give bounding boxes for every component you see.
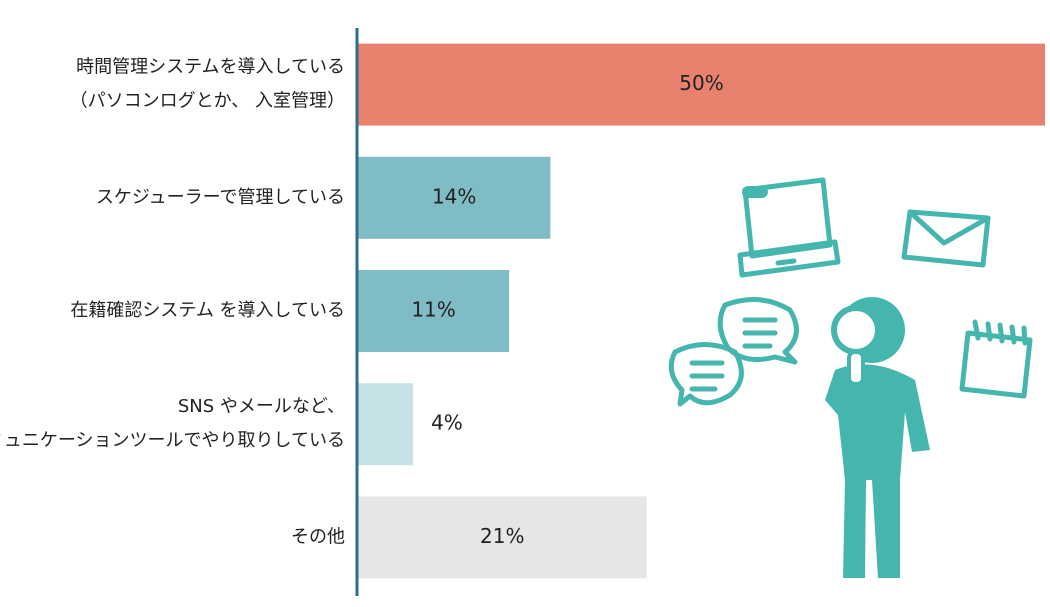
value-label: 11% [411, 298, 455, 322]
value-label: 50% [679, 71, 723, 95]
illustration [668, 177, 1033, 578]
bar [358, 383, 413, 466]
value-label: 4% [431, 411, 463, 435]
category-label: 在籍確認システム を導入している [70, 300, 345, 321]
bar [358, 496, 647, 579]
category-label: 時間管理システムを導入している [76, 57, 345, 78]
bar [358, 270, 510, 352]
category-label: スケジューラーで管理している [96, 187, 345, 208]
category-label: （パソコンログとか、 入室管理） [70, 91, 345, 112]
category-label: その他 [291, 526, 345, 547]
category-label: コミュニケーションツールでやり取りしている [0, 430, 345, 451]
value-label: 14% [432, 184, 476, 208]
bar [358, 43, 1045, 126]
value-label: 21% [480, 524, 524, 548]
category-label: SNS やメールなど、 [178, 396, 345, 417]
bar [358, 156, 551, 239]
